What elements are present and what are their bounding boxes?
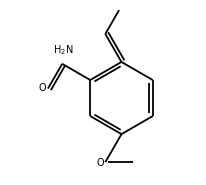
Text: O: O bbox=[97, 158, 104, 168]
Text: H$_2$N: H$_2$N bbox=[53, 43, 73, 57]
Text: O: O bbox=[39, 83, 47, 93]
